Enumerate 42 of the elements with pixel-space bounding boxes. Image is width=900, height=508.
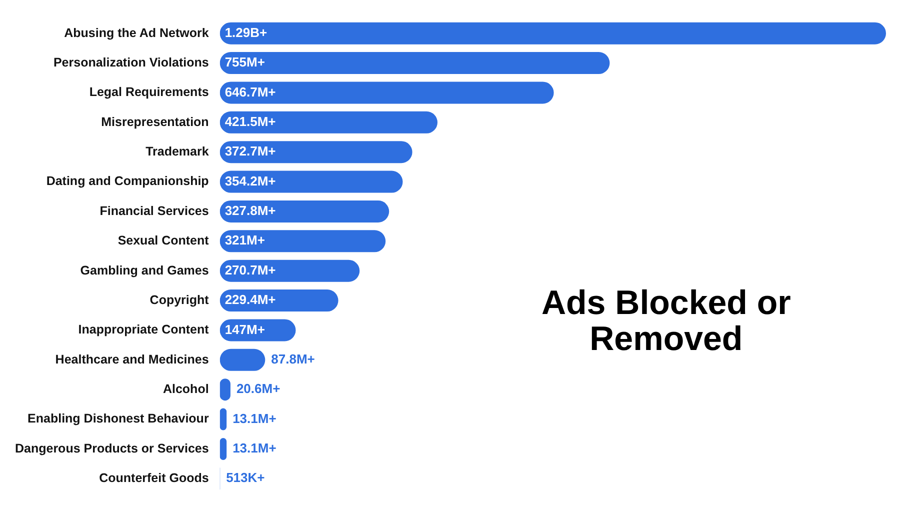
data-label: 646.7M+: [224, 84, 276, 100]
data-label: 147M+: [224, 322, 266, 337]
y-tick-label: Dangerous Products or Services: [14, 441, 209, 456]
y-tick-label: Inappropriate Content: [78, 322, 210, 337]
y-tick-label: Sexual Content: [118, 234, 210, 248]
data-label: 755M+: [224, 54, 266, 70]
data-label: 327.8M+: [224, 203, 276, 218]
data-label: 13.1M+: [232, 410, 277, 426]
data-label: 1.29B+: [224, 24, 268, 40]
y-tick-label: Legal Requirements: [89, 85, 209, 100]
data-label: 270.7M+: [224, 262, 276, 278]
bar: [220, 200, 390, 222]
bar: [220, 22, 886, 44]
bar: [220, 111, 438, 134]
y-tick-label: Counterfeit Goods: [99, 471, 209, 486]
text: Ads Blocked or Removed: [541, 284, 791, 358]
bar: [220, 141, 412, 164]
y-tick-label: Alcohol: [162, 382, 209, 396]
bar: [220, 260, 360, 282]
data-label: 229.4M+: [224, 292, 276, 308]
y-tick-label: Healthcare and Medicines: [55, 352, 209, 366]
y-tick-label: Dating and Companionship: [46, 174, 210, 188]
bar: [220, 230, 386, 252]
data-label: 20.6M+: [236, 381, 281, 396]
data-label: 87.8M+: [271, 351, 316, 366]
y-tick-label: Enabling Dishonest Behaviour: [28, 412, 209, 426]
bar: [220, 170, 403, 193]
y-tick-label: Trademark: [146, 144, 209, 159]
y-tick-label: Copyright: [150, 292, 210, 307]
data-label: 321M+: [224, 232, 266, 248]
bar: [220, 82, 554, 104]
y-tick-label: Gambling and Games: [80, 263, 209, 278]
bar: [220, 52, 610, 74]
data-label: 513K+: [226, 470, 266, 486]
data-label: 354.2M+: [224, 173, 276, 188]
y-tick-label: Abusing the Ad Network: [64, 26, 209, 40]
data-label: 421.5M+: [224, 114, 276, 129]
data-label: 13.1M+: [232, 440, 277, 456]
data-label: 372.7M+: [224, 144, 276, 159]
y-tick-label: Misrepresentation: [101, 114, 209, 129]
y-tick-label: Personalization Violations: [53, 55, 209, 70]
y-tick-label: Financial Services: [100, 204, 209, 218]
